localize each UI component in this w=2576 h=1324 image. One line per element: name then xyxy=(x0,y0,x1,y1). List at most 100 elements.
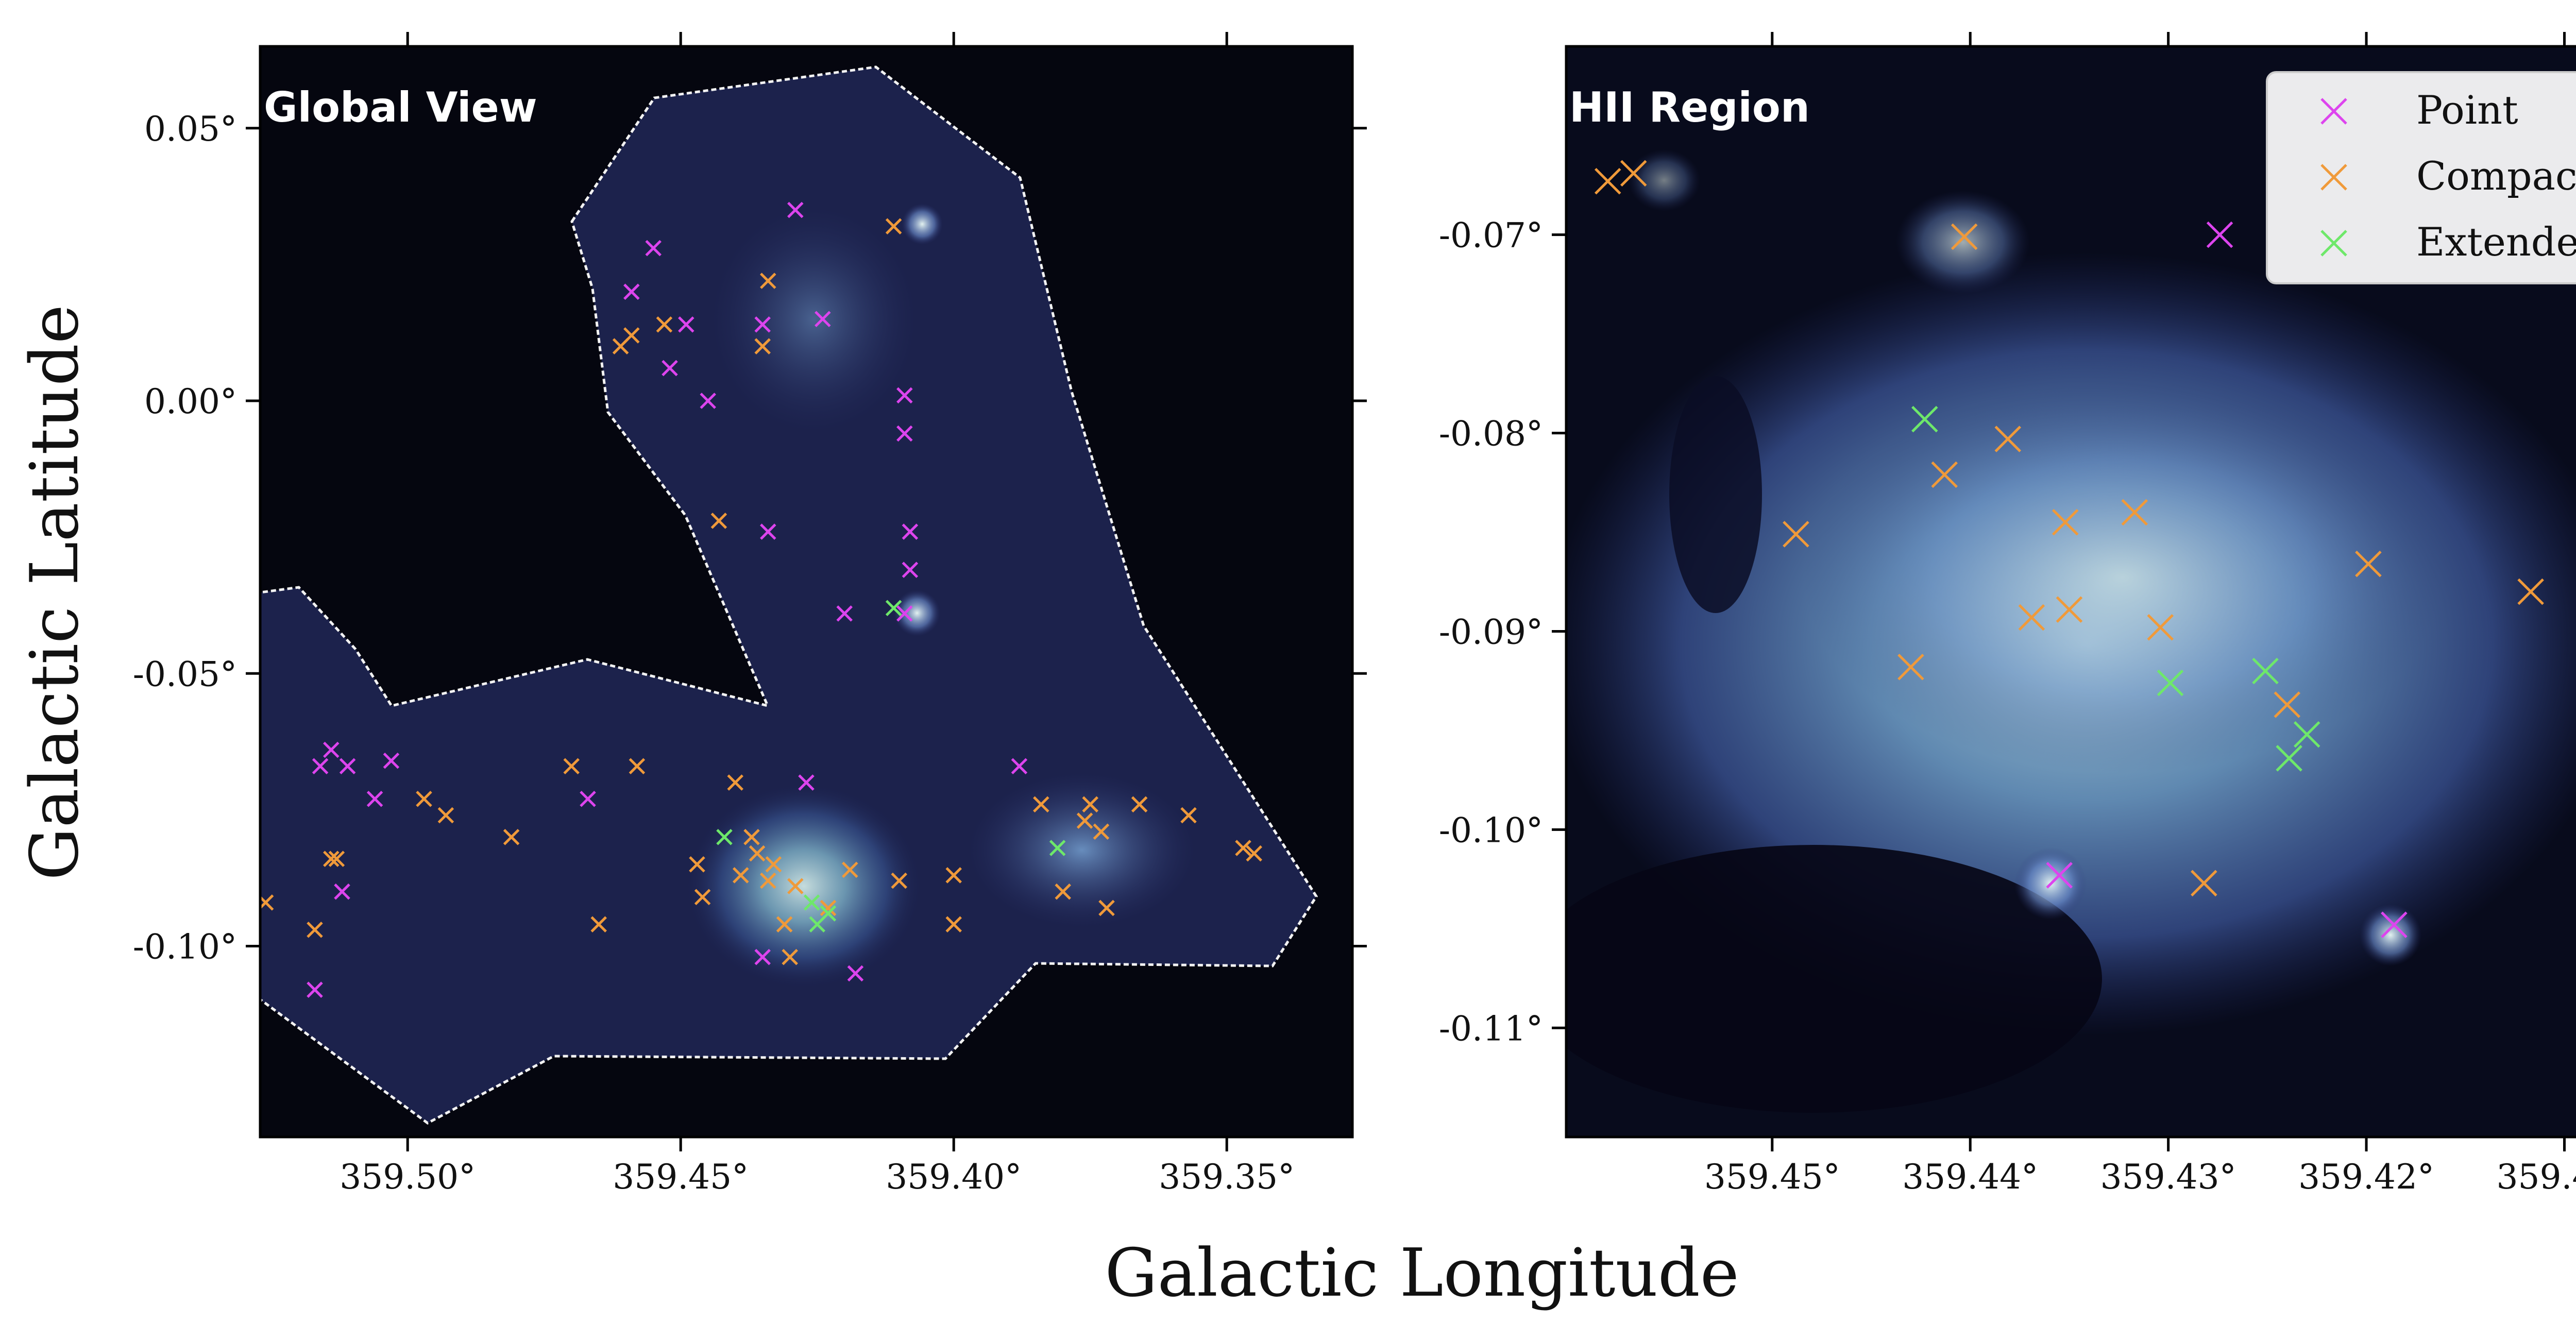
compact-source-marker-stroke xyxy=(820,899,837,916)
point-source-marker-stroke xyxy=(2046,862,2073,889)
compact-source-marker xyxy=(945,867,962,884)
extended-source-marker xyxy=(1049,840,1066,856)
point-source-marker-stroke xyxy=(754,316,771,333)
y-tick-label: -0.11° xyxy=(1439,1009,1543,1048)
x-tick-label: 359.43° xyxy=(2100,1157,2236,1197)
extended-source-marker-stroke xyxy=(716,829,733,845)
extended-source-marker xyxy=(2157,669,2184,697)
compact-source-marker xyxy=(749,845,766,862)
y-tick-label: -0.09° xyxy=(1439,612,1543,652)
compact-source-marker xyxy=(1033,796,1049,813)
compact-source-marker xyxy=(590,916,607,932)
compact-source-marker xyxy=(437,807,454,824)
extended-source-marker xyxy=(2293,721,2320,748)
extended-source-marker xyxy=(2252,657,2279,685)
point-source-marker xyxy=(896,425,913,442)
bright-knot xyxy=(894,590,940,636)
point-source-marker xyxy=(700,393,716,409)
point-source-marker-stroke xyxy=(815,311,831,328)
compact-source-marker-stroke xyxy=(1033,796,1049,813)
extended-source-marker-stroke xyxy=(2293,721,2320,748)
legend-compact-marker xyxy=(2320,164,2347,191)
x-tick-label: 359.45° xyxy=(613,1157,749,1197)
point-source-marker xyxy=(662,360,678,377)
compact-source-marker xyxy=(1783,521,1809,548)
extended-source-marker xyxy=(1911,405,1938,433)
compact-source-marker xyxy=(782,948,798,965)
point-source-marker xyxy=(334,883,350,900)
point-source-glow xyxy=(2360,904,2421,966)
compact-source-marker xyxy=(416,790,432,807)
compact-source-marker-stroke xyxy=(1246,845,1262,862)
compact-source-marker-stroke xyxy=(1594,167,1621,195)
compact-source-marker-stroke xyxy=(694,889,711,906)
compact-source-marker-stroke xyxy=(727,774,743,791)
compact-source-marker xyxy=(2052,509,2079,536)
point-source-marker xyxy=(645,240,662,257)
dark-lane xyxy=(1669,376,1762,613)
compact-source-marker-stroke xyxy=(760,273,776,289)
point-source-marker-stroke xyxy=(700,393,716,409)
compact-source-marker xyxy=(891,872,907,889)
hii-region-frame xyxy=(1565,45,2576,1139)
compact-source-marker-stroke xyxy=(629,758,646,774)
compact-source-glow xyxy=(1896,191,2030,294)
compact-source-marker-stroke xyxy=(416,790,432,807)
global-view-panel: Global View 359.50° 359.45° 359.40° 359.35°… xyxy=(133,32,1367,1197)
compact-source-marker-stroke xyxy=(1076,812,1093,829)
compact-source-marker xyxy=(2517,578,2544,605)
compact-source-marker xyxy=(733,867,749,884)
extended-source-marker-stroke xyxy=(809,916,825,932)
point-source-marker-stroke xyxy=(645,240,662,257)
compact-source-marker xyxy=(776,916,793,932)
point-source-marker-stroke xyxy=(2381,911,2408,938)
compact-source-marker xyxy=(1994,426,2022,452)
point-source-marker-stroke xyxy=(366,790,383,807)
compact-source-marker xyxy=(1931,461,1958,488)
point-source-marker-stroke xyxy=(896,605,913,622)
compact-source-marker xyxy=(2191,870,2217,897)
compact-source-marker xyxy=(1246,845,1262,862)
compact-source-marker xyxy=(1098,899,1115,916)
point-source-marker-stroke xyxy=(847,965,864,982)
compact-source-marker xyxy=(323,851,340,867)
compact-source-marker xyxy=(2147,614,2174,641)
legend-point-marker-stroke xyxy=(2320,98,2347,125)
compact-source-marker-stroke xyxy=(754,338,771,354)
compact-source-marker-stroke xyxy=(1235,840,1251,856)
compact-source-marker xyxy=(1093,823,1110,840)
point-source-marker-stroke xyxy=(662,360,678,377)
global-view-frame xyxy=(259,45,1354,1139)
legend-box xyxy=(2266,71,2576,284)
compact-source-marker xyxy=(710,513,727,529)
point-source-marker xyxy=(2206,221,2233,248)
compact-source-marker-stroke xyxy=(776,916,793,932)
compact-source-marker xyxy=(503,829,520,845)
y-tick-label: -0.10° xyxy=(133,927,237,967)
compact-source-marker xyxy=(2274,691,2301,718)
compact-source-marker-stroke xyxy=(2274,691,2301,718)
point-source-marker-stroke xyxy=(678,316,694,333)
compact-source-marker xyxy=(694,889,711,906)
extended-source-marker xyxy=(803,894,820,911)
point-source-marker-stroke xyxy=(798,774,815,791)
point-source-marker xyxy=(312,758,329,774)
x-axis-title: Galactic Longitude xyxy=(1105,1235,1739,1312)
compact-source-marker xyxy=(1076,812,1093,829)
point-source-marker xyxy=(754,948,771,965)
point-source-marker-stroke xyxy=(836,605,853,622)
compact-source-marker xyxy=(328,851,345,867)
compact-source-marker-stroke xyxy=(656,316,673,333)
point-source-marker xyxy=(815,311,831,328)
point-source-marker-stroke xyxy=(1011,758,1028,774)
compact-source-marker-stroke xyxy=(612,338,629,354)
x-tick-label: 359.41° xyxy=(2497,1157,2576,1197)
diffuse-emission-north xyxy=(711,206,917,433)
compact-source-marker-stroke xyxy=(1098,899,1115,916)
compact-source-marker xyxy=(563,758,580,774)
compact-source-marker-stroke xyxy=(2056,596,2083,623)
extended-source-marker-stroke xyxy=(2276,745,2302,772)
y-tick-label: 0.00° xyxy=(144,382,237,421)
point-source-marker-stroke xyxy=(902,523,919,540)
compact-source-marker-stroke xyxy=(787,878,804,894)
